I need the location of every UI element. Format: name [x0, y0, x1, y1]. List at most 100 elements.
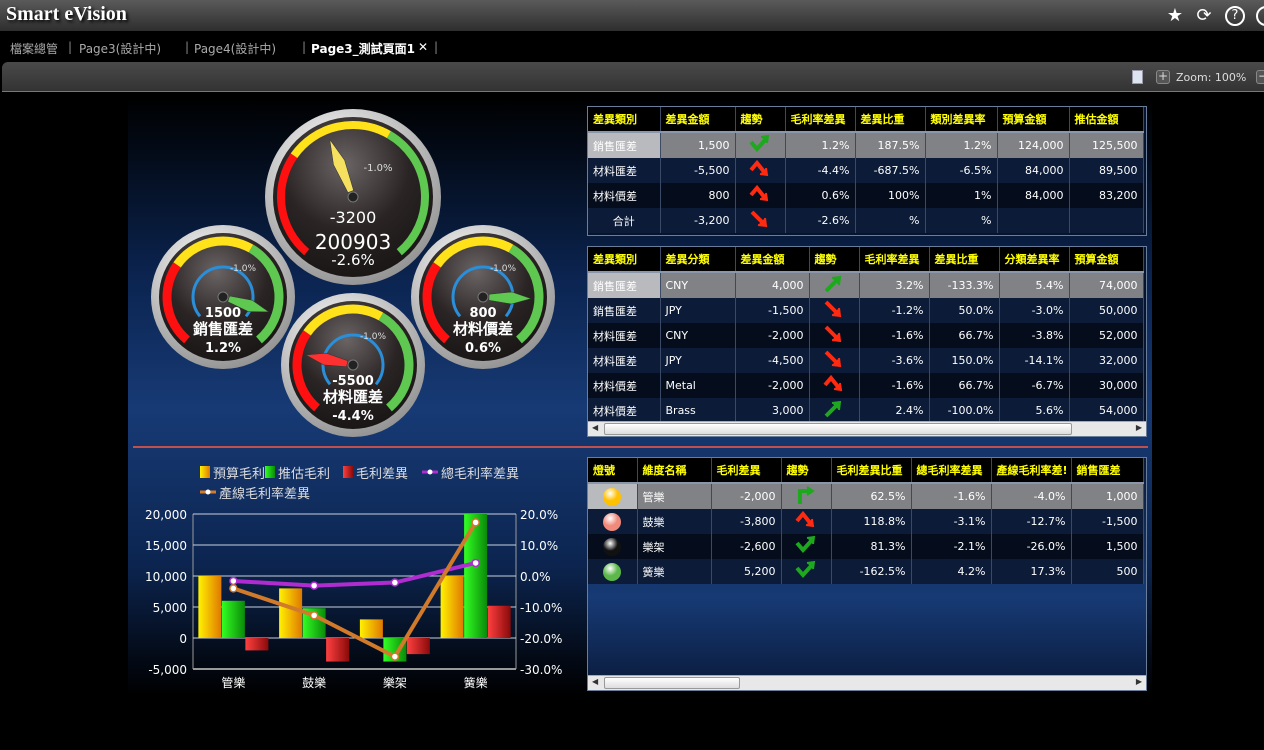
- trend-up-icon: [824, 275, 842, 293]
- column-header[interactable]: 趨勢: [781, 458, 832, 484]
- table-cell: 17.3%: [991, 559, 1072, 584]
- column-header[interactable]: 差異比重: [929, 247, 1000, 273]
- table-cell: 52,000: [1069, 323, 1144, 348]
- status-lamp-icon: [603, 487, 622, 506]
- star-icon[interactable]: ★: [1166, 5, 1184, 26]
- line-point[interactable]: [309, 611, 319, 620]
- column-header[interactable]: 差異類別: [588, 247, 661, 273]
- close-tab-icon[interactable]: ✕: [418, 40, 429, 54]
- table-cell: -3.6%: [859, 348, 930, 373]
- column-header[interactable]: 毛利差異: [711, 458, 782, 484]
- line-point[interactable]: [390, 652, 400, 661]
- refresh-icon[interactable]: ⟳: [1196, 5, 1212, 26]
- column-header[interactable]: 預算金額: [1069, 247, 1144, 273]
- table-cell: -1.2%: [859, 298, 930, 323]
- bar-毛利差異[interactable]: [406, 638, 430, 655]
- t3-table: 燈號 維度名稱 毛利差異 趨勢 毛利差異比重 總毛利率差異 產線毛利率差! 銷售匯差 管樂 -2,…: [588, 458, 1144, 584]
- column-header[interactable]: 趨勢: [735, 107, 786, 133]
- line-point[interactable]: [309, 581, 319, 590]
- table-row[interactable]: 材料匯差 -5,500 -4.4% -687.5% -6.5% 84,000 89,500: [588, 158, 1144, 183]
- column-header[interactable]: 分類差異率: [999, 247, 1070, 273]
- category-label: 樂架: [383, 675, 407, 690]
- table-row[interactable]: 材料匯差 JPY -4,500 -3.6% 150.0% -14.1% 32,000: [588, 348, 1144, 373]
- scroll-left-icon[interactable]: ◀: [592, 423, 599, 432]
- bar-推估毛利[interactable]: [221, 600, 245, 638]
- tab-separator: |: [434, 40, 439, 54]
- table-cell: -1.6%: [859, 323, 930, 348]
- trend-cell: [735, 183, 786, 208]
- bar-毛利差異[interactable]: [487, 605, 511, 638]
- horizontal-scrollbar[interactable]: ◀ ▶: [588, 421, 1146, 436]
- column-header[interactable]: 毛利率差異: [859, 247, 930, 273]
- table-row[interactable]: 銷售匯差 JPY -1,500 -1.2% 50.0% -3.0% 50,000: [588, 298, 1144, 323]
- column-header[interactable]: 銷售匯差: [1071, 458, 1144, 484]
- column-header[interactable]: 預算金額: [997, 107, 1070, 133]
- table-row[interactable]: 銷售匯差 CNY 4,000 3.2% -133.3% 5.4% 74,000: [588, 272, 1144, 298]
- table-row[interactable]: 管樂 -2,000 62.5% -1.6% -4.0% 1,000: [588, 483, 1144, 509]
- table-row[interactable]: 合計 -3,200 -2.6%%%: [588, 208, 1144, 233]
- bar-推估毛利[interactable]: [302, 608, 326, 638]
- variance-detail-table: 差異類別 差異分類 差異金額 趨勢 毛利率差異 差異比重 分類差異率 預算金額 銷售匯差 CNY 4…: [587, 246, 1147, 437]
- table-row[interactable]: 簧樂 5,200 -162.5% 4.2% 17.3% 500: [588, 559, 1144, 584]
- line-point[interactable]: [229, 584, 238, 593]
- table-row[interactable]: 材料價差 800 0.6% 100% 1% 84,000 83,200: [588, 183, 1144, 208]
- column-header[interactable]: 差異比重: [855, 107, 926, 133]
- line-point[interactable]: [390, 578, 400, 587]
- table-cell: %: [925, 208, 998, 233]
- column-header[interactable]: 維度名稱: [637, 458, 712, 484]
- line-point[interactable]: [471, 558, 480, 568]
- column-header[interactable]: 趨勢: [809, 247, 860, 273]
- bar-預算毛利[interactable]: [440, 576, 464, 638]
- table-cell: -4,500: [735, 348, 810, 373]
- scroll-left-icon[interactable]: ◀: [592, 677, 599, 686]
- column-header[interactable]: 毛利率差異: [785, 107, 856, 133]
- gauge-green-zone: [248, 244, 284, 344]
- bar-推估毛利[interactable]: [464, 514, 488, 638]
- bar-毛利差異[interactable]: [326, 638, 350, 662]
- bar-毛利差異[interactable]: [245, 638, 269, 651]
- column-header[interactable]: 差異金額: [660, 107, 736, 133]
- left-tick-label: 20,000: [145, 508, 187, 522]
- table-cell: -4.0%: [991, 483, 1072, 509]
- horizontal-scrollbar[interactable]: ◀ ▶: [588, 675, 1146, 690]
- table-cell: 0.6%: [785, 183, 856, 208]
- column-header[interactable]: 差異分類: [660, 247, 736, 273]
- line-point[interactable]: [471, 518, 480, 527]
- table-row[interactable]: 材料匯差 CNY -2,000 -1.6% 66.7% -3.8% 52,000: [588, 323, 1144, 348]
- table-cell: Brass: [660, 398, 736, 423]
- column-header[interactable]: 差異金額: [735, 247, 810, 273]
- table-row[interactable]: 材料價差 Brass 3,000 2.4% -100.0% 5.6% 54,000: [588, 398, 1144, 423]
- column-header[interactable]: 燈號: [588, 458, 638, 484]
- tab-file-explorer[interactable]: 檔案總管: [10, 42, 59, 56]
- bar-預算毛利[interactable]: [359, 619, 383, 638]
- bar-預算毛利[interactable]: [198, 576, 222, 638]
- scroll-right-icon[interactable]: ▶: [1135, 677, 1142, 686]
- table-row[interactable]: 樂架 -2,600 81.3% -2.1% -26.0% 1,500: [588, 534, 1144, 559]
- app-title: Smart eVision: [6, 3, 127, 25]
- column-header[interactable]: 毛利差異比重: [831, 458, 912, 484]
- tab-page4[interactable]: Page4(設計中): [194, 42, 277, 56]
- power-icon[interactable]: [1256, 6, 1264, 26]
- table-row[interactable]: 鼓樂 -3,800 118.8% -3.1% -12.7% -1,500: [588, 509, 1144, 534]
- table-cell: 84,000: [997, 158, 1070, 183]
- table-cell: -6.5%: [925, 158, 998, 183]
- page-icon[interactable]: [1132, 70, 1143, 84]
- help-icon[interactable]: ?: [1225, 6, 1245, 26]
- zoom-out-button[interactable]: −: [1256, 70, 1264, 84]
- column-header[interactable]: 差異類別: [588, 107, 661, 133]
- tab-page3[interactable]: Page3(設計中): [79, 42, 162, 56]
- column-header[interactable]: 產線毛利率差!: [991, 458, 1072, 484]
- table-cell: 100%: [855, 183, 926, 208]
- tab-page3-test[interactable]: Page3_測試頁面1: [311, 42, 415, 56]
- scroll-right-icon[interactable]: ▶: [1135, 423, 1142, 432]
- bar-預算毛利[interactable]: [279, 588, 303, 638]
- line-point[interactable]: [229, 576, 238, 586]
- column-header[interactable]: 類別差異率: [925, 107, 998, 133]
- scrollbar-thumb[interactable]: [604, 423, 1072, 435]
- table-row[interactable]: 材料價差 Metal -2,000 -1.6% 66.7% -6.7% 30,000: [588, 373, 1144, 398]
- table-row[interactable]: 銷售匯差 1,500 1.2% 187.5% 1.2% 124,000 125,500: [588, 132, 1144, 158]
- column-header[interactable]: 總毛利率差異: [911, 458, 992, 484]
- column-header[interactable]: 推估金額: [1069, 107, 1144, 133]
- scrollbar-thumb[interactable]: [604, 677, 740, 689]
- zoom-in-button[interactable]: +: [1156, 69, 1170, 84]
